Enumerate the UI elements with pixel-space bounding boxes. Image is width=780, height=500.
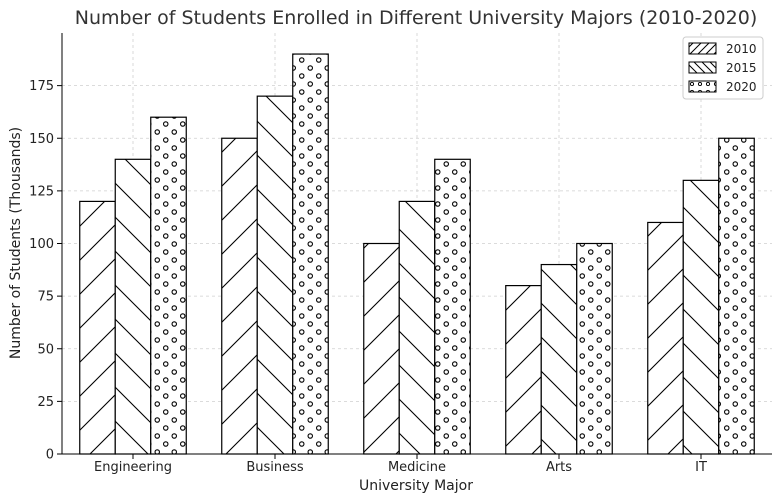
bar-2020-engineering: [150, 116, 187, 455]
bar-2010-arts: [505, 285, 542, 455]
y-tick-label: 75: [37, 290, 54, 305]
y-ticks: 0 25 50 75 100 125 150 175: [29, 79, 62, 463]
chart-title: Number of Students Enrolled in Different…: [75, 7, 758, 29]
x-tick-label: Business: [246, 460, 304, 475]
x-axis-label: University Major: [359, 478, 473, 494]
bar-2015-arts: [540, 263, 578, 455]
bar-2010-engineering: [79, 200, 116, 455]
x-tick-label: IT: [695, 460, 707, 475]
x-tick-label: Medicine: [388, 460, 446, 475]
y-axis-label: Number of Students (Thousands): [8, 127, 24, 359]
x-ticks: Engineering Business Medicine Arts IT: [94, 454, 707, 475]
bar-2015-business: [256, 95, 294, 455]
bar-2020-business: [292, 53, 329, 455]
bar-2015-medicine: [398, 200, 436, 455]
x-tick-label: Engineering: [94, 460, 172, 475]
y-tick-label: 175: [29, 79, 54, 94]
y-tick-label: 150: [29, 132, 54, 147]
legend-label-2020: 2020: [726, 80, 757, 94]
y-tick-label: 0: [46, 448, 54, 463]
bar-2020-medicine: [434, 158, 471, 455]
legend: 2010 2015 2020: [682, 36, 764, 100]
bar-2010-it: [647, 221, 684, 455]
bar-2015-engineering: [114, 158, 152, 455]
y-tick-label: 50: [37, 342, 54, 357]
legend-label-2015: 2015: [726, 61, 757, 75]
bar-2015-it: [682, 179, 720, 455]
legend-swatch-2015: [688, 61, 717, 74]
bar-2010-medicine: [363, 242, 400, 455]
y-tick-label: 25: [37, 395, 54, 410]
x-tick-label: Arts: [546, 460, 572, 475]
y-tick-label: 100: [29, 237, 54, 252]
bar-2020-arts: [576, 242, 613, 455]
legend-label-2010: 2010: [726, 42, 757, 56]
y-tick-label: 125: [29, 184, 54, 199]
legend-swatch-2020: [688, 80, 717, 93]
bar-2010-business: [221, 137, 258, 455]
legend-swatch-2010: [688, 42, 717, 55]
bars: [79, 53, 755, 455]
bar-2020-it: [718, 137, 755, 455]
